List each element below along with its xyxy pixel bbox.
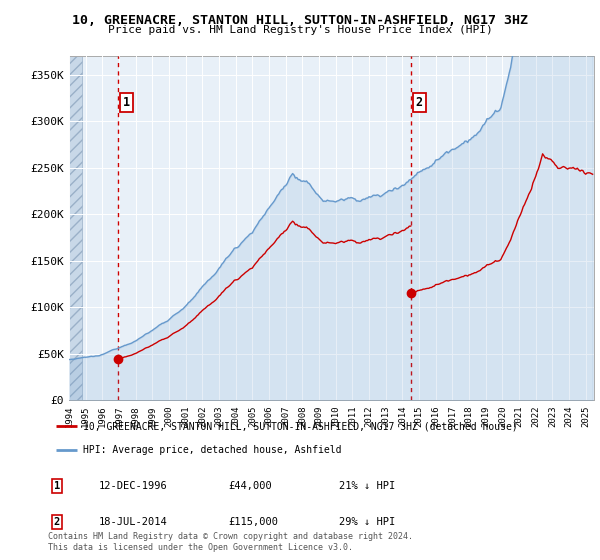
Text: Price paid vs. HM Land Registry's House Price Index (HPI): Price paid vs. HM Land Registry's House … — [107, 25, 493, 35]
Text: HPI: Average price, detached house, Ashfield: HPI: Average price, detached house, Ashf… — [83, 445, 341, 455]
Text: 21% ↓ HPI: 21% ↓ HPI — [339, 481, 395, 491]
Text: 10, GREENACRE, STANTON HILL, SUTTON-IN-ASHFIELD, NG17 3HZ: 10, GREENACRE, STANTON HILL, SUTTON-IN-A… — [72, 14, 528, 27]
Text: 10, GREENACRE, STANTON HILL, SUTTON-IN-ASHFIELD, NG17 3HZ (detached house): 10, GREENACRE, STANTON HILL, SUTTON-IN-A… — [83, 421, 517, 431]
Text: £115,000: £115,000 — [228, 517, 278, 527]
Text: 1: 1 — [122, 96, 130, 109]
Text: £44,000: £44,000 — [228, 481, 272, 491]
Text: 2: 2 — [54, 517, 60, 527]
Text: Contains HM Land Registry data © Crown copyright and database right 2024.
This d: Contains HM Land Registry data © Crown c… — [48, 532, 413, 552]
Text: 1: 1 — [54, 481, 60, 491]
Text: 2: 2 — [416, 96, 422, 109]
Text: 29% ↓ HPI: 29% ↓ HPI — [339, 517, 395, 527]
Text: 18-JUL-2014: 18-JUL-2014 — [99, 517, 168, 527]
Text: 12-DEC-1996: 12-DEC-1996 — [99, 481, 168, 491]
